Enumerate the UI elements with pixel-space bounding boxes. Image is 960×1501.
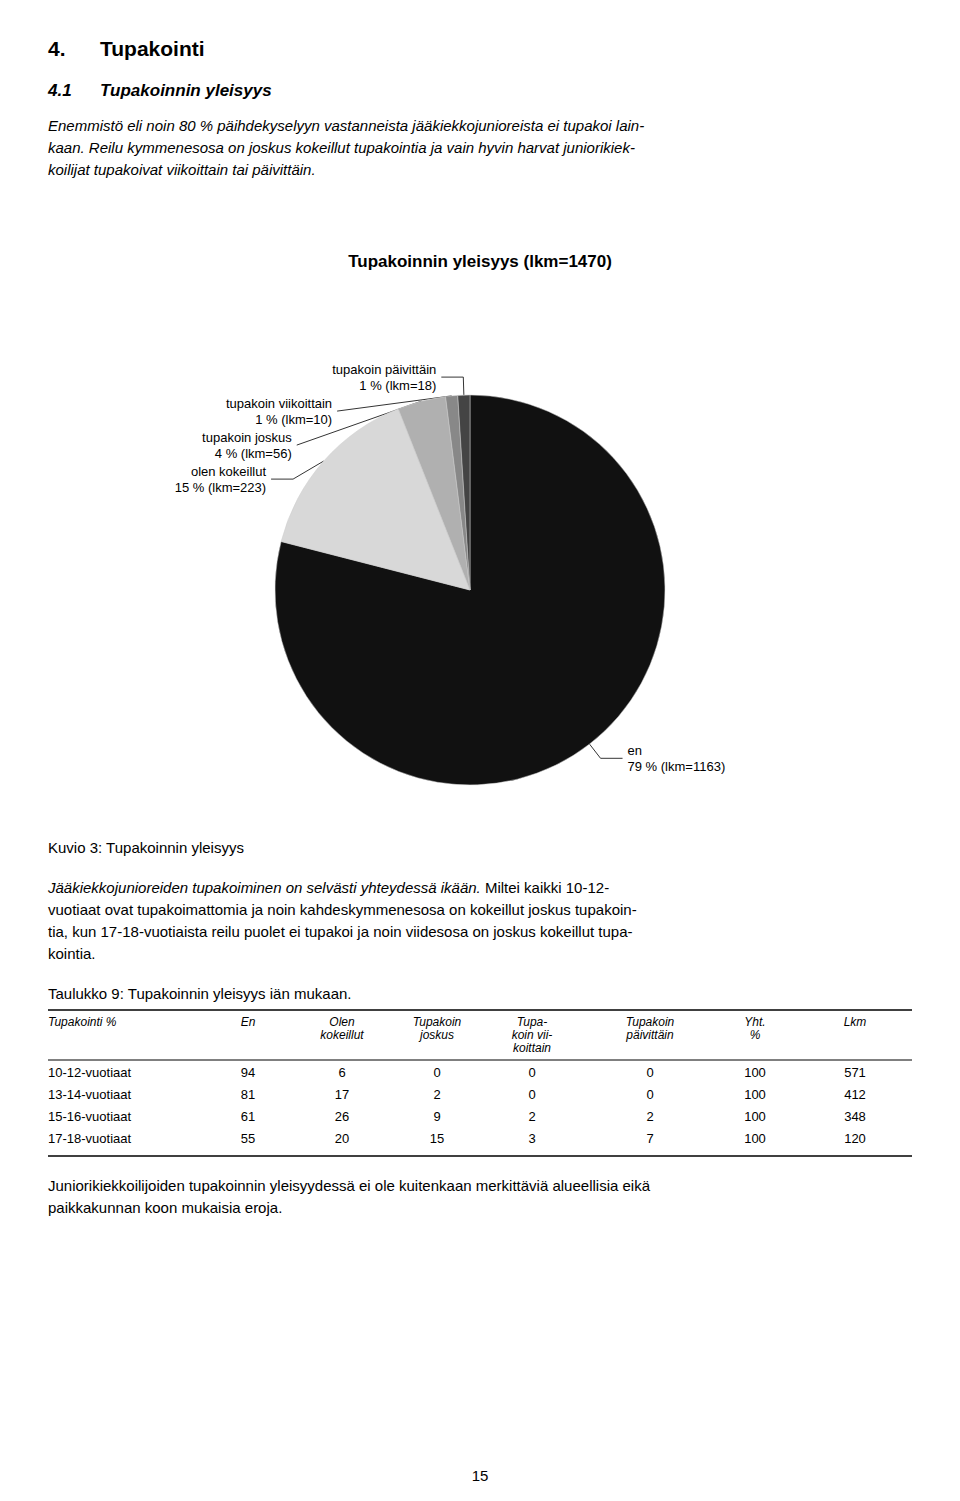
svg-text:100: 100: [744, 1087, 766, 1102]
svg-text:Lkm: Lkm: [844, 1015, 867, 1029]
svg-text:tupakoin päivittäin: tupakoin päivittäin: [332, 362, 436, 377]
svg-text:2: 2: [646, 1109, 653, 1124]
svg-text:4.: 4.: [48, 37, 66, 60]
svg-text:En: En: [241, 1015, 256, 1029]
svg-text:0: 0: [528, 1087, 535, 1102]
svg-text:13-14-vuotiaat: 13-14-vuotiaat: [48, 1087, 131, 1102]
svg-text:tupakoin viikoittain: tupakoin viikoittain: [226, 396, 332, 411]
svg-text:koilijat tupakoivat viikoittai: koilijat tupakoivat viikoittain tai päiv…: [48, 161, 316, 178]
svg-text:en: en: [628, 743, 642, 758]
svg-text:Tupakoin: Tupakoin: [626, 1015, 675, 1029]
svg-text:15: 15: [472, 1467, 489, 1484]
svg-text:15-16-vuotiaat: 15-16-vuotiaat: [48, 1109, 131, 1124]
svg-text:20: 20: [335, 1131, 349, 1146]
svg-text:koittain: koittain: [513, 1041, 551, 1055]
svg-text:15: 15: [430, 1131, 444, 1146]
svg-text:0: 0: [528, 1065, 535, 1080]
svg-text:26: 26: [335, 1109, 349, 1124]
svg-text:0: 0: [646, 1087, 653, 1102]
svg-text:Tupakointi: Tupakointi: [100, 37, 205, 60]
svg-text:120: 120: [844, 1131, 866, 1146]
svg-text:Tupakoinnin yleisyys (lkm=1470: Tupakoinnin yleisyys (lkm=1470): [348, 252, 612, 271]
svg-text:61: 61: [241, 1109, 255, 1124]
svg-text:koin vii-: koin vii-: [512, 1028, 553, 1042]
svg-text:Tupakoinnin yleisyys: Tupakoinnin yleisyys: [100, 81, 272, 100]
svg-text:412: 412: [844, 1087, 866, 1102]
svg-text:Miltei kaikki 10-12-: Miltei kaikki 10-12-: [481, 879, 609, 896]
svg-text:%: %: [750, 1028, 761, 1042]
svg-text:348: 348: [844, 1109, 866, 1124]
svg-text:100: 100: [744, 1131, 766, 1146]
svg-text:Juniorikiekkoilijoiden tupakoi: Juniorikiekkoilijoiden tupakoinnin yleis…: [48, 1177, 651, 1194]
svg-text:94: 94: [241, 1065, 255, 1080]
svg-text:15 % (lkm=223): 15 % (lkm=223): [175, 480, 266, 495]
svg-text:6: 6: [338, 1065, 345, 1080]
svg-text:0: 0: [646, 1065, 653, 1080]
svg-text:100: 100: [744, 1109, 766, 1124]
svg-text:tia, kun 17-18-vuotiaista reil: tia, kun 17-18-vuotiaista reilu puolet e…: [48, 923, 633, 940]
svg-text:4.1: 4.1: [47, 81, 72, 100]
svg-text:Tupa-: Tupa-: [517, 1015, 547, 1029]
svg-text:81: 81: [241, 1087, 255, 1102]
svg-text:3: 3: [528, 1131, 535, 1146]
svg-text:olen kokeillut: olen kokeillut: [191, 464, 267, 479]
svg-text:10-12-vuotiaat: 10-12-vuotiaat: [48, 1065, 131, 1080]
svg-text:Tupakointi %: Tupakointi %: [48, 1015, 117, 1029]
svg-text:2: 2: [528, 1109, 535, 1124]
svg-text:9: 9: [433, 1109, 440, 1124]
svg-text:7: 7: [646, 1131, 653, 1146]
svg-text:1 % (lkm=10): 1 % (lkm=10): [255, 412, 332, 427]
svg-text:55: 55: [241, 1131, 255, 1146]
svg-text:tupakoin joskus: tupakoin joskus: [202, 430, 292, 445]
svg-text:17: 17: [335, 1087, 349, 1102]
svg-text:vuotiaat ovat tupakoimattomia: vuotiaat ovat tupakoimattomia ja noin ka…: [48, 901, 637, 918]
svg-text:kaan. Reilu kymmenesosa on jos: kaan. Reilu kymmenesosa on joskus kokeil…: [48, 139, 635, 156]
svg-text:17-18-vuotiaat: 17-18-vuotiaat: [48, 1131, 131, 1146]
svg-text:päivittäin: päivittäin: [625, 1028, 674, 1042]
svg-text:0: 0: [433, 1065, 440, 1080]
svg-text:2: 2: [433, 1087, 440, 1102]
svg-text:1 % (lkm=18): 1 % (lkm=18): [359, 378, 436, 393]
svg-text:paikkakunnan koon mukaisia ero: paikkakunnan koon mukaisia eroja.: [48, 1199, 282, 1216]
svg-text:Kuvio 3: Tupakoinnin yleisyys: Kuvio 3: Tupakoinnin yleisyys: [48, 839, 244, 856]
svg-text:Enemmistö eli noin 80 % päihde: Enemmistö eli noin 80 % päihdekyselyyn v…: [48, 117, 644, 134]
svg-text:Jääkiekkojunioreiden tupakoimi: Jääkiekkojunioreiden tupakoiminen on sel…: [47, 879, 481, 896]
svg-text:Tupakoin: Tupakoin: [413, 1015, 462, 1029]
svg-text:571: 571: [844, 1065, 866, 1080]
svg-text:79 % (lkm=1163): 79 % (lkm=1163): [628, 759, 726, 774]
svg-text:kokeillut: kokeillut: [320, 1028, 364, 1042]
svg-text:Olen: Olen: [329, 1015, 355, 1029]
svg-text:4 % (lkm=56): 4 % (lkm=56): [215, 446, 292, 461]
svg-text:joskus: joskus: [418, 1028, 454, 1042]
svg-text:100: 100: [744, 1065, 766, 1080]
svg-text:Yht.: Yht.: [744, 1015, 765, 1029]
svg-text:kointia.: kointia.: [48, 945, 96, 962]
svg-text:Taulukko 9: Tupakoinnin yleisy: Taulukko 9: Tupakoinnin yleisyys iän muk…: [48, 985, 352, 1002]
